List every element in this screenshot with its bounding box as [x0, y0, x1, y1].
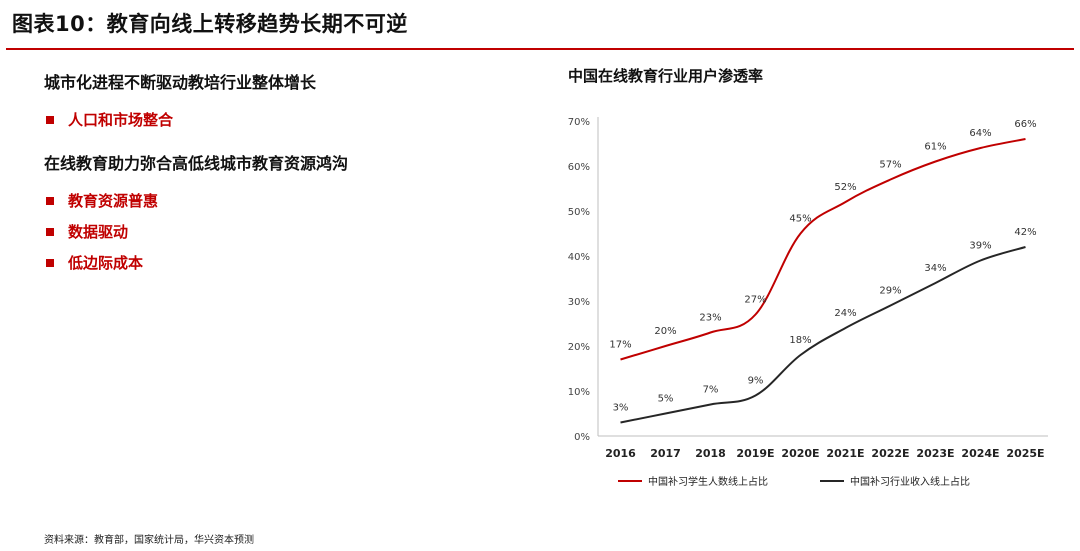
y-tick-label: 40%: [568, 252, 590, 263]
y-tick-label: 60%: [568, 162, 590, 173]
line-chart: 0% 10% 20% 30% 40% 50% 60% 70% 2016 2017 2018 2019E…: [568, 117, 1048, 488]
y-tick-label: 10%: [568, 387, 590, 398]
y-tick-label: 50%: [568, 207, 590, 218]
x-tick-label: 2024E: [961, 447, 999, 460]
x-tick-label: 2025E: [1006, 447, 1044, 460]
bullet-text: 人口和市场整合: [68, 111, 174, 129]
data-label: 64%: [969, 128, 991, 139]
y-tick-label: 20%: [568, 342, 590, 353]
data-label: 17%: [609, 340, 631, 351]
bullet-square-icon: [46, 258, 54, 267]
bullet-text: 低边际成本: [68, 254, 144, 272]
bullet-text: 数据驱动: [68, 223, 129, 241]
x-tick-label: 2016: [605, 447, 636, 460]
data-label: 23%: [699, 313, 721, 324]
legend-label: 中国补习行业收入线上占比: [850, 475, 970, 488]
data-label: 66%: [1014, 119, 1036, 130]
source-note: 资料来源：教育部，国家统计局，华兴资本预测: [44, 535, 254, 546]
title-divider: [6, 48, 1074, 50]
legend-label: 中国补习学生人数线上占比: [648, 475, 768, 488]
y-tick-label: 0%: [574, 432, 590, 443]
x-tick-label: 2021E: [826, 447, 864, 460]
x-tick-label: 2023E: [916, 447, 954, 460]
bullet-square-icon: [46, 196, 54, 205]
chart-title: 中国在线教育行业用户渗透率: [568, 67, 764, 85]
bullet-square-icon: [46, 227, 54, 236]
y-tick-label: 30%: [568, 297, 590, 308]
data-label: 3%: [613, 403, 629, 414]
bullet-item: 低边际成本: [44, 247, 484, 278]
data-label: 39%: [969, 241, 991, 252]
bullet-item: 数据驱动: [44, 216, 484, 247]
section-heading: 在线教育助力弥合高低线城市教育资源鸿沟: [44, 154, 349, 173]
section-urbanization: 城市化进程不断驱动教培行业整体增长 人口和市场整合: [44, 72, 484, 135]
data-label: 61%: [924, 142, 946, 153]
data-label: 57%: [879, 160, 901, 171]
data-label: 7%: [703, 385, 719, 396]
x-tick-label: 2017: [650, 447, 681, 460]
bullet-item: 人口和市场整合: [44, 104, 484, 135]
data-label: 27%: [744, 295, 766, 306]
x-tick-label: 2020E: [781, 447, 819, 460]
bullet-square-icon: [46, 115, 54, 124]
data-label: 29%: [879, 286, 901, 297]
data-label: 42%: [1014, 227, 1036, 238]
data-label: 24%: [834, 308, 856, 319]
x-tick-label: 2022E: [871, 447, 909, 460]
data-label: 9%: [748, 376, 764, 387]
data-label: 52%: [834, 182, 856, 193]
bullet-list: 人口和市场整合: [44, 104, 484, 135]
section-heading: 城市化进程不断驱动教培行业整体增长: [44, 73, 317, 92]
bullet-text: 教育资源普惠: [68, 192, 159, 210]
x-tick-label: 2018: [695, 447, 726, 460]
data-label: 34%: [924, 263, 946, 274]
page-title: 图表10：教育向线上转移趋势长期不可逆: [12, 12, 408, 36]
bullet-item: 教育资源普惠: [44, 185, 484, 216]
left-panel: 城市化进程不断驱动教培行业整体增长 人口和市场整合 在线教育助力弥合高低线城市教…: [44, 72, 484, 296]
series-line-1: [620, 138, 1026, 361]
bullet-list: 教育资源普惠 数据驱动 低边际成本: [44, 185, 484, 278]
y-tick-label: 70%: [568, 117, 590, 128]
data-label: 45%: [789, 214, 811, 225]
section-online-education: 在线教育助力弥合高低线城市教育资源鸿沟 教育资源普惠 数据驱动 低边际成本: [44, 153, 484, 278]
data-label: 20%: [654, 326, 676, 337]
data-label: 5%: [658, 394, 674, 405]
data-label: 18%: [789, 335, 811, 346]
series-line-2: [620, 246, 1026, 424]
x-tick-label: 2019E: [736, 447, 774, 460]
